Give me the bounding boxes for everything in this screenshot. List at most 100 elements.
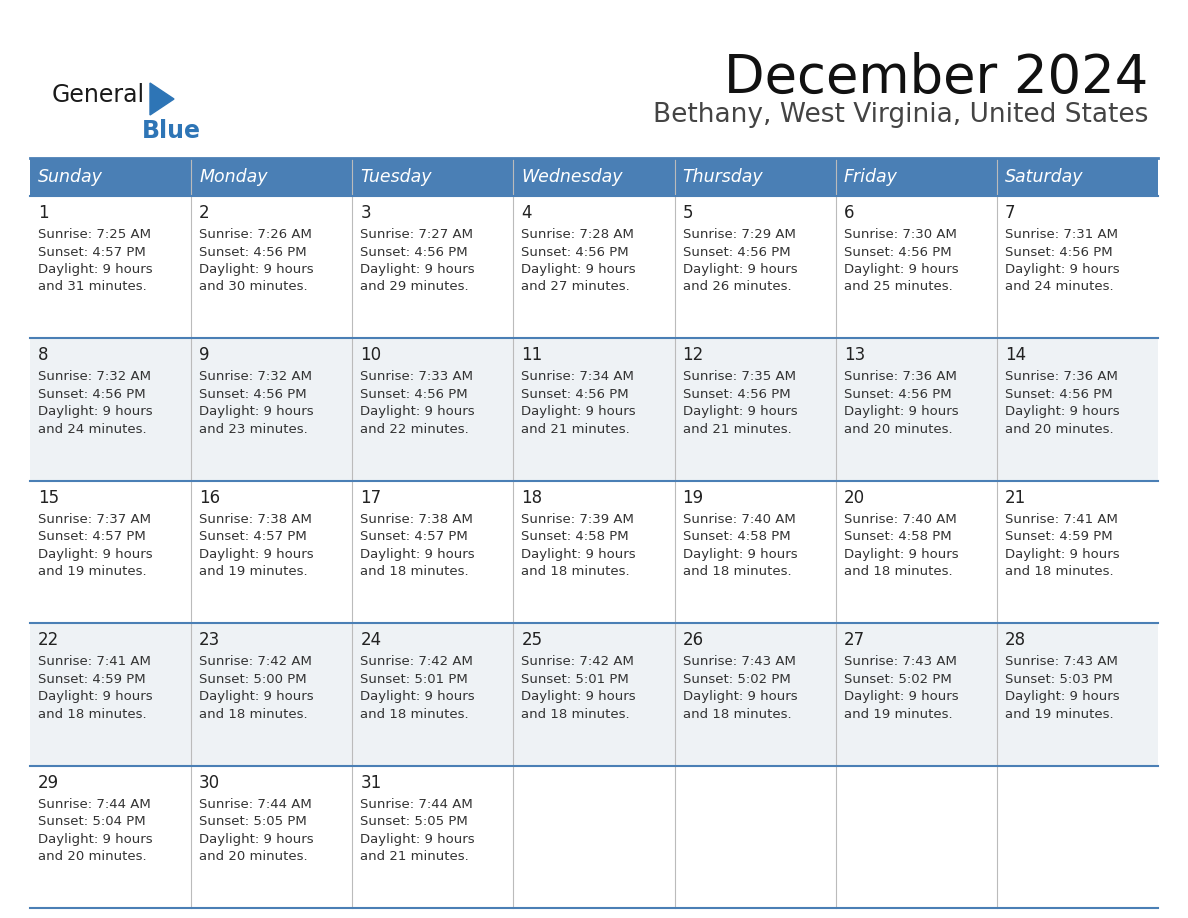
Text: Sunset: 4:56 PM: Sunset: 4:56 PM [522,245,630,259]
Text: Sunset: 4:56 PM: Sunset: 4:56 PM [1005,245,1112,259]
Text: 5: 5 [683,204,693,222]
Text: Sunset: 4:56 PM: Sunset: 4:56 PM [843,245,952,259]
Text: 20: 20 [843,488,865,507]
Text: Sunset: 4:56 PM: Sunset: 4:56 PM [843,388,952,401]
Text: 3: 3 [360,204,371,222]
Text: 4: 4 [522,204,532,222]
Text: Daylight: 9 hours: Daylight: 9 hours [843,548,959,561]
Text: Daylight: 9 hours: Daylight: 9 hours [360,406,475,419]
Text: Sunrise: 7:28 AM: Sunrise: 7:28 AM [522,228,634,241]
Text: Sunrise: 7:25 AM: Sunrise: 7:25 AM [38,228,151,241]
Text: Daylight: 9 hours: Daylight: 9 hours [522,690,636,703]
Text: and 24 minutes.: and 24 minutes. [38,423,146,436]
Text: Saturday: Saturday [1005,168,1083,186]
Text: Sunrise: 7:43 AM: Sunrise: 7:43 AM [1005,655,1118,668]
Text: Sunset: 5:01 PM: Sunset: 5:01 PM [522,673,630,686]
Text: and 22 minutes.: and 22 minutes. [360,423,469,436]
FancyBboxPatch shape [30,158,191,196]
Text: Sunset: 4:57 PM: Sunset: 4:57 PM [360,531,468,543]
Text: and 21 minutes.: and 21 minutes. [360,850,469,863]
Text: Sunrise: 7:27 AM: Sunrise: 7:27 AM [360,228,473,241]
Text: and 18 minutes.: and 18 minutes. [522,708,630,721]
Text: 18: 18 [522,488,543,507]
Text: 13: 13 [843,346,865,364]
Text: Daylight: 9 hours: Daylight: 9 hours [1005,406,1119,419]
Text: 30: 30 [200,774,220,791]
Text: and 19 minutes.: and 19 minutes. [843,708,953,721]
Text: Sunrise: 7:36 AM: Sunrise: 7:36 AM [1005,370,1118,384]
Text: Daylight: 9 hours: Daylight: 9 hours [360,263,475,276]
Text: Sunrise: 7:26 AM: Sunrise: 7:26 AM [200,228,312,241]
Text: Sunrise: 7:42 AM: Sunrise: 7:42 AM [360,655,473,668]
Text: and 18 minutes.: and 18 minutes. [360,708,469,721]
Text: 9: 9 [200,346,209,364]
Text: and 24 minutes.: and 24 minutes. [1005,281,1113,294]
Text: Sunrise: 7:42 AM: Sunrise: 7:42 AM [522,655,634,668]
Text: and 30 minutes.: and 30 minutes. [200,281,308,294]
FancyBboxPatch shape [30,339,1158,481]
Text: and 21 minutes.: and 21 minutes. [683,423,791,436]
Text: Sunset: 5:05 PM: Sunset: 5:05 PM [200,815,307,828]
Text: 29: 29 [38,774,59,791]
Text: and 18 minutes.: and 18 minutes. [683,708,791,721]
Text: Daylight: 9 hours: Daylight: 9 hours [522,406,636,419]
Text: Sunset: 4:56 PM: Sunset: 4:56 PM [360,245,468,259]
Text: and 31 minutes.: and 31 minutes. [38,281,147,294]
Text: Daylight: 9 hours: Daylight: 9 hours [38,406,152,419]
Text: Sunrise: 7:44 AM: Sunrise: 7:44 AM [38,798,151,811]
Text: December 2024: December 2024 [723,52,1148,104]
FancyBboxPatch shape [30,623,1158,766]
Text: Sunrise: 7:41 AM: Sunrise: 7:41 AM [1005,513,1118,526]
Text: Sunset: 4:56 PM: Sunset: 4:56 PM [683,245,790,259]
Text: Daylight: 9 hours: Daylight: 9 hours [200,548,314,561]
Text: 1: 1 [38,204,49,222]
Text: Sunset: 5:05 PM: Sunset: 5:05 PM [360,815,468,828]
Text: Sunrise: 7:41 AM: Sunrise: 7:41 AM [38,655,151,668]
Text: Sunset: 5:00 PM: Sunset: 5:00 PM [200,673,307,686]
Text: Sunrise: 7:32 AM: Sunrise: 7:32 AM [200,370,312,384]
Text: Sunrise: 7:38 AM: Sunrise: 7:38 AM [360,513,473,526]
Text: Sunrise: 7:40 AM: Sunrise: 7:40 AM [683,513,795,526]
Text: Sunrise: 7:35 AM: Sunrise: 7:35 AM [683,370,796,384]
Text: and 18 minutes.: and 18 minutes. [1005,565,1113,578]
Text: Tuesday: Tuesday [360,168,431,186]
Text: Sunset: 4:56 PM: Sunset: 4:56 PM [1005,388,1112,401]
Text: Sunset: 4:58 PM: Sunset: 4:58 PM [843,531,952,543]
Text: Sunset: 4:56 PM: Sunset: 4:56 PM [683,388,790,401]
Text: and 18 minutes.: and 18 minutes. [200,708,308,721]
Text: and 19 minutes.: and 19 minutes. [1005,708,1113,721]
Text: Sunrise: 7:44 AM: Sunrise: 7:44 AM [200,798,312,811]
Text: Sunrise: 7:42 AM: Sunrise: 7:42 AM [200,655,312,668]
Text: Blue: Blue [143,119,201,143]
Text: 24: 24 [360,632,381,649]
Text: and 19 minutes.: and 19 minutes. [200,565,308,578]
Text: Daylight: 9 hours: Daylight: 9 hours [683,263,797,276]
Text: Daylight: 9 hours: Daylight: 9 hours [200,263,314,276]
Text: Daylight: 9 hours: Daylight: 9 hours [1005,548,1119,561]
Text: and 20 minutes.: and 20 minutes. [38,850,146,863]
Text: Wednesday: Wednesday [522,168,623,186]
Text: and 20 minutes.: and 20 minutes. [843,423,953,436]
Text: Sunset: 4:57 PM: Sunset: 4:57 PM [200,531,307,543]
Text: Friday: Friday [843,168,898,186]
Text: 25: 25 [522,632,543,649]
Text: 8: 8 [38,346,49,364]
Text: Sunrise: 7:34 AM: Sunrise: 7:34 AM [522,370,634,384]
Text: Sunset: 4:56 PM: Sunset: 4:56 PM [38,388,146,401]
Text: Daylight: 9 hours: Daylight: 9 hours [522,548,636,561]
Text: 28: 28 [1005,632,1026,649]
Text: Daylight: 9 hours: Daylight: 9 hours [683,548,797,561]
FancyBboxPatch shape [997,158,1158,196]
FancyBboxPatch shape [30,766,1158,908]
Text: Sunrise: 7:43 AM: Sunrise: 7:43 AM [843,655,956,668]
Text: 16: 16 [200,488,220,507]
Text: Daylight: 9 hours: Daylight: 9 hours [38,263,152,276]
Text: 19: 19 [683,488,703,507]
Text: and 25 minutes.: and 25 minutes. [843,281,953,294]
Text: Daylight: 9 hours: Daylight: 9 hours [38,833,152,845]
Text: Sunset: 5:01 PM: Sunset: 5:01 PM [360,673,468,686]
FancyBboxPatch shape [30,481,1158,623]
Text: Daylight: 9 hours: Daylight: 9 hours [843,690,959,703]
Text: 11: 11 [522,346,543,364]
Polygon shape [150,83,173,115]
